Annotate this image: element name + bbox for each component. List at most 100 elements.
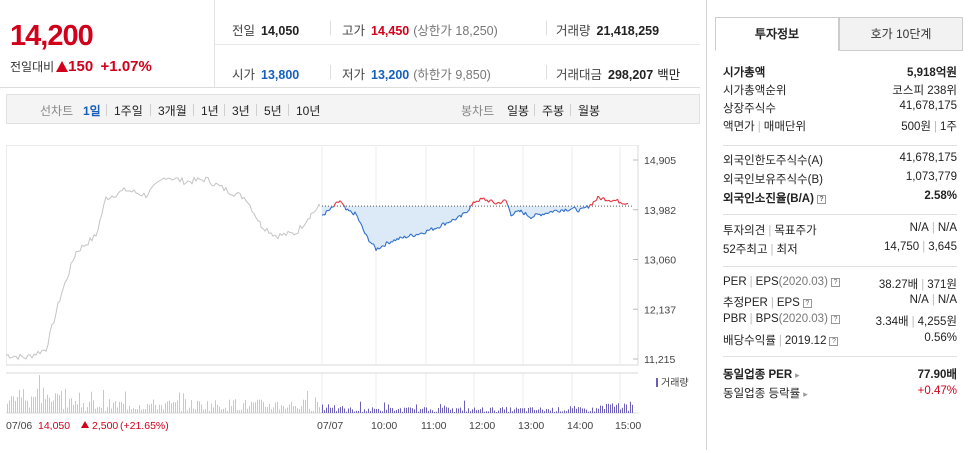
volume-bar	[430, 409, 431, 413]
change-amount: 150	[68, 58, 93, 75]
tab-investment-info[interactable]: 투자정보	[715, 17, 839, 51]
volume-bar	[346, 412, 347, 413]
volume-bar	[444, 406, 445, 413]
volume-bar	[241, 410, 242, 413]
volume-bar	[610, 405, 611, 413]
volume-bar	[145, 409, 146, 413]
price-segment	[420, 233, 422, 234]
volume-bar	[618, 403, 619, 413]
volume-bar	[221, 410, 222, 413]
volume-bar	[464, 401, 465, 413]
volume-bar	[416, 404, 417, 413]
volume-bar	[117, 407, 118, 413]
volume-bar	[109, 399, 110, 413]
volume-bar	[187, 410, 188, 413]
volume-bar	[153, 400, 154, 413]
volume-bar	[620, 409, 621, 413]
tab-daily[interactable]: 일봉	[507, 102, 529, 119]
volume-bar	[488, 411, 489, 413]
tab-weekly[interactable]: 주봉	[542, 102, 564, 119]
volume-bar	[19, 390, 20, 413]
volume-bar	[245, 400, 246, 413]
volume-bar	[522, 408, 523, 413]
volume-bar	[53, 401, 54, 413]
volume-bar	[426, 407, 427, 413]
volume-bar	[139, 405, 140, 413]
volume-bar	[91, 392, 92, 413]
volume-bar	[135, 409, 136, 413]
volume-bar	[293, 406, 294, 413]
tab-5year[interactable]: 5년	[264, 102, 282, 119]
help-icon[interactable]: ?	[829, 337, 838, 346]
tab-order-book[interactable]: 호가 10단계	[839, 17, 963, 51]
volume-bar	[29, 408, 30, 413]
volume-bar	[554, 412, 555, 413]
y-tick-label: 11,215	[644, 354, 675, 366]
volume-bar	[49, 398, 50, 413]
tab-3month[interactable]: 3개월	[158, 102, 187, 119]
volume-bar	[374, 409, 375, 413]
help-icon[interactable]: ?	[803, 299, 812, 308]
y-tick-label: 13,982	[644, 205, 676, 217]
volume-bar	[528, 408, 529, 413]
tab-1year[interactable]: 1년	[201, 102, 219, 119]
chart-period-tabs: 선차트 1일 1주일 3개월 1년 3년 5년 10년 봉차트 일봉 주봉 월봉	[6, 94, 700, 124]
volume-bar	[167, 402, 168, 413]
tab-10year[interactable]: 10년	[296, 102, 320, 119]
price-segment	[369, 242, 371, 243]
volume-bar	[596, 408, 597, 413]
volume-bar	[301, 406, 302, 413]
price-segment	[505, 200, 506, 201]
sector-change-row[interactable]: 동일업종 등락률▸+0.47%	[723, 385, 957, 403]
volume-bar	[572, 408, 573, 413]
volume-bar	[332, 408, 333, 413]
volume-bar	[392, 408, 393, 413]
volume-bar	[560, 411, 561, 413]
volume-bar	[291, 402, 292, 413]
volume-bar	[550, 411, 551, 413]
price-segment	[556, 210, 558, 211]
volume-bar	[458, 409, 459, 413]
volume-bar	[612, 403, 613, 413]
volume-bar	[410, 408, 411, 413]
volume-bar	[255, 402, 256, 413]
volume-bar	[482, 407, 483, 413]
volume-bar	[257, 400, 258, 413]
volume-bar	[47, 395, 48, 413]
sector-per-row[interactable]: 동일업종 PER▸77.90배	[723, 366, 957, 384]
tab-monthly[interactable]: 월봉	[578, 102, 600, 119]
volume-bar	[600, 406, 601, 413]
price-segment	[529, 217, 531, 218]
volume-bar	[544, 411, 545, 413]
volume-bar	[33, 397, 34, 413]
help-icon[interactable]: ?	[831, 315, 840, 324]
volume-bar	[516, 408, 517, 413]
volume-bar	[576, 409, 577, 413]
volume-bar	[275, 402, 276, 413]
volume-bar	[608, 404, 609, 413]
volume-bar	[101, 408, 102, 413]
volume-bar	[75, 401, 76, 413]
chevron-right-icon: ▸	[795, 370, 800, 380]
volume-bar	[472, 409, 473, 413]
help-icon[interactable]: ?	[831, 278, 840, 287]
volume-bar	[598, 409, 599, 413]
tab-1day[interactable]: 1일	[83, 102, 101, 119]
tab-1week[interactable]: 1주일	[114, 102, 143, 119]
volume-bar	[283, 406, 284, 413]
volume-bar	[277, 402, 278, 413]
volume-bar	[450, 410, 451, 413]
prev-day-change: 2,500	[92, 420, 118, 432]
volume-bar	[191, 400, 192, 413]
volume-bar	[235, 399, 236, 413]
volume-bar	[340, 407, 341, 413]
volume-bar	[356, 411, 357, 413]
volume-bar	[514, 409, 515, 413]
help-icon[interactable]: ?	[817, 195, 826, 204]
volume-bar	[141, 410, 142, 413]
tab-3year[interactable]: 3년	[232, 102, 250, 119]
volume-bar	[173, 402, 174, 413]
